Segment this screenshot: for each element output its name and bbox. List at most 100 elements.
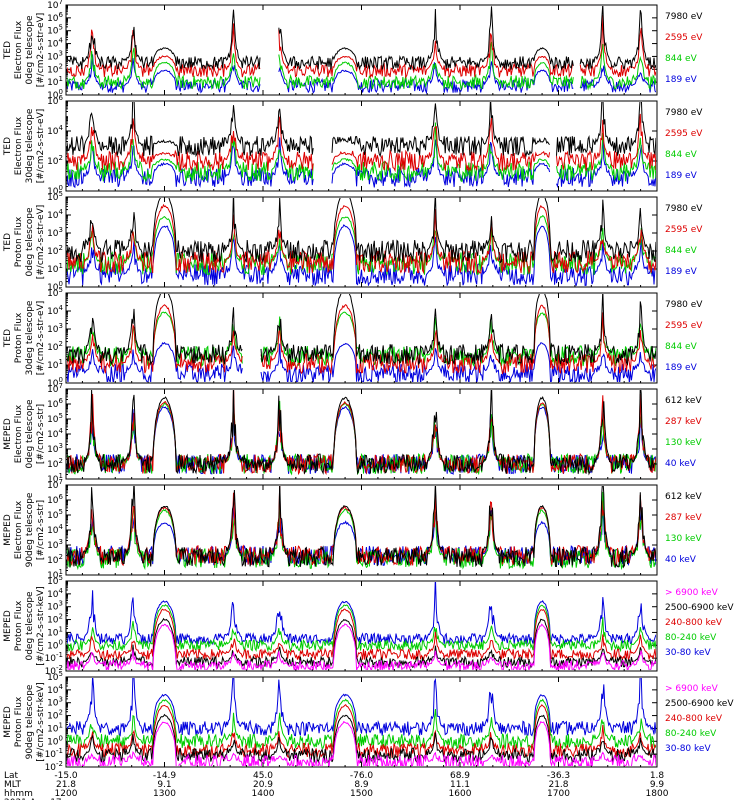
x-tick-label-mlt: 20.9 — [253, 780, 273, 790]
y-tick-exponent: 0 — [59, 184, 63, 192]
y-tick-exponent: 3 — [59, 696, 63, 704]
y-tick-label: 101 — [47, 625, 63, 638]
x-tick-label-hhmm: 1300 — [153, 789, 176, 799]
y-axis-label-line: [#/cm2-s-str] — [36, 404, 46, 464]
y-tick-exponent: 7 — [59, 478, 63, 486]
y-tick-exponent: 5 — [59, 286, 63, 294]
series-2 — [67, 617, 656, 670]
series-line — [67, 486, 656, 569]
y-axis-label-line: MEPED — [3, 610, 13, 642]
y-tick-exponent: 1 — [59, 358, 63, 366]
y-axis-label: MEPEDElectron Flux90deg telescope[#/cm2-… — [3, 492, 46, 567]
legend-entry: 7980 eV — [665, 300, 703, 310]
legend-entry: 2595 eV — [665, 321, 703, 331]
legend-entry: > 6900 keV — [665, 684, 719, 694]
series-4 — [67, 604, 656, 653]
x-tick-label-hhmm: 1200 — [55, 789, 78, 799]
y-tick-exponent: 3 — [59, 226, 63, 234]
y-tick-label: 103 — [47, 696, 63, 709]
trace-group — [67, 198, 656, 286]
y-tick-label: 102 — [47, 244, 63, 257]
y-tick-exponent: 2 — [59, 457, 63, 465]
y-tick-exponent: 3 — [59, 322, 63, 330]
series-1 — [67, 720, 656, 766]
series-5 — [67, 582, 656, 647]
legend-entry: 2595 eV — [665, 33, 703, 43]
series-1 — [67, 486, 656, 569]
legend-entry: 2595 eV — [665, 225, 703, 235]
x-tick-label-hhmm: 1700 — [547, 789, 570, 799]
series-1 — [67, 102, 656, 158]
y-axis-label-line: Proton Flux — [14, 312, 24, 363]
legend-entry: 2500-6900 keV — [665, 603, 734, 613]
y-tick-label: 104 — [47, 208, 63, 221]
y-axis-label: MEPEDProton Flux90deg telescope[#/cm2-s-… — [3, 682, 46, 761]
trace-group — [67, 486, 656, 571]
y-tick-exponent: 7 — [59, 0, 63, 6]
y-axis-label-line: Proton Flux — [14, 216, 24, 267]
y-tick-label: 103 — [47, 226, 63, 239]
y-tick-label: 104 — [47, 587, 63, 600]
legend-entry: 2500-6900 keV — [665, 699, 734, 709]
legend-entry: 7980 eV — [665, 204, 703, 214]
y-tick-exponent: 2 — [59, 62, 63, 70]
y-tick-label: 104 — [47, 37, 63, 50]
series-4 — [67, 698, 656, 751]
y-axis-label-line: TED — [3, 137, 13, 156]
y-tick-exponent: 3 — [59, 442, 63, 450]
y-axis-label-line: [#/cm2-s-str-keV] — [36, 586, 46, 665]
y-tick-exponent: 6 — [59, 94, 64, 102]
y-tick-label: 102 — [47, 340, 63, 353]
series-line — [67, 102, 656, 158]
y-tick-exponent: 1 — [59, 472, 63, 480]
legend-entry: 612 keV — [665, 492, 702, 502]
legend-entry: 40 keV — [665, 555, 697, 565]
y-tick-exponent: 1 — [59, 262, 63, 270]
y-tick-exponent: 6 — [59, 397, 64, 405]
y-axis-label-line: [#/cm2-s-str-eV] — [36, 205, 46, 280]
series-3 — [67, 215, 656, 275]
y-tick-label: 102 — [47, 457, 63, 470]
y-axis-label: TEDProton Flux0deg telescope[#/cm2-s-str… — [3, 205, 46, 280]
y-axis-label-line: [#/cm2-s-str-keV] — [36, 682, 46, 761]
y-tick-exponent: 1 — [59, 75, 63, 83]
series-line — [67, 215, 656, 275]
y-tick-label: 105 — [47, 508, 63, 521]
x-tick-label-hhmm: 1400 — [252, 789, 275, 799]
y-tick-label: 103 — [47, 322, 63, 335]
legend-entry: 2595 eV — [665, 129, 703, 139]
y-axis-label: MEPEDElectron Flux0deg telescope[#/cm2-s… — [3, 399, 46, 469]
y-axis-label: TEDElectron Flux0deg telescope[#/cm2-s-s… — [3, 13, 46, 88]
y-tick-exponent: 4 — [59, 37, 64, 45]
series-line — [67, 582, 656, 647]
y-axis-label-line: 0deg telescope — [25, 207, 35, 277]
y-axis-label-line: 30deg telescope — [25, 300, 35, 375]
legend-entry: 844 eV — [665, 342, 698, 352]
legend-entry: 7980 eV — [665, 108, 703, 118]
y-tick-exponent: 4 — [59, 208, 64, 216]
legend-entry: 130 keV — [665, 534, 702, 544]
legend-entry: 240-800 keV — [665, 618, 723, 628]
y-tick-exponent: 1 — [59, 625, 63, 633]
y-tick-label: 103 — [47, 600, 63, 613]
y-tick-exponent: -2 — [56, 760, 63, 768]
y-tick-label: 101 — [47, 262, 63, 275]
y-tick-exponent: -1 — [56, 747, 63, 755]
series-line — [67, 720, 656, 766]
x-tick-label-mlt: 9.1 — [157, 780, 171, 790]
series-line — [67, 623, 656, 670]
series-line — [67, 604, 656, 653]
series-1 — [67, 390, 656, 476]
y-axis-label-line: MEPED — [3, 418, 13, 450]
y-tick-label: 102 — [47, 613, 63, 626]
trace-group — [67, 6, 656, 94]
legend-entry: 189 eV — [665, 171, 698, 181]
x-tick-label-mlt: 21.8 — [548, 780, 568, 790]
series-4 — [67, 500, 656, 567]
series-line — [67, 203, 656, 275]
series-5 — [67, 678, 656, 737]
series-1 — [67, 294, 656, 366]
x-tick-label-mlt: 8.9 — [354, 780, 369, 790]
series-line — [67, 608, 656, 662]
y-tick-exponent: 0 — [59, 734, 63, 742]
